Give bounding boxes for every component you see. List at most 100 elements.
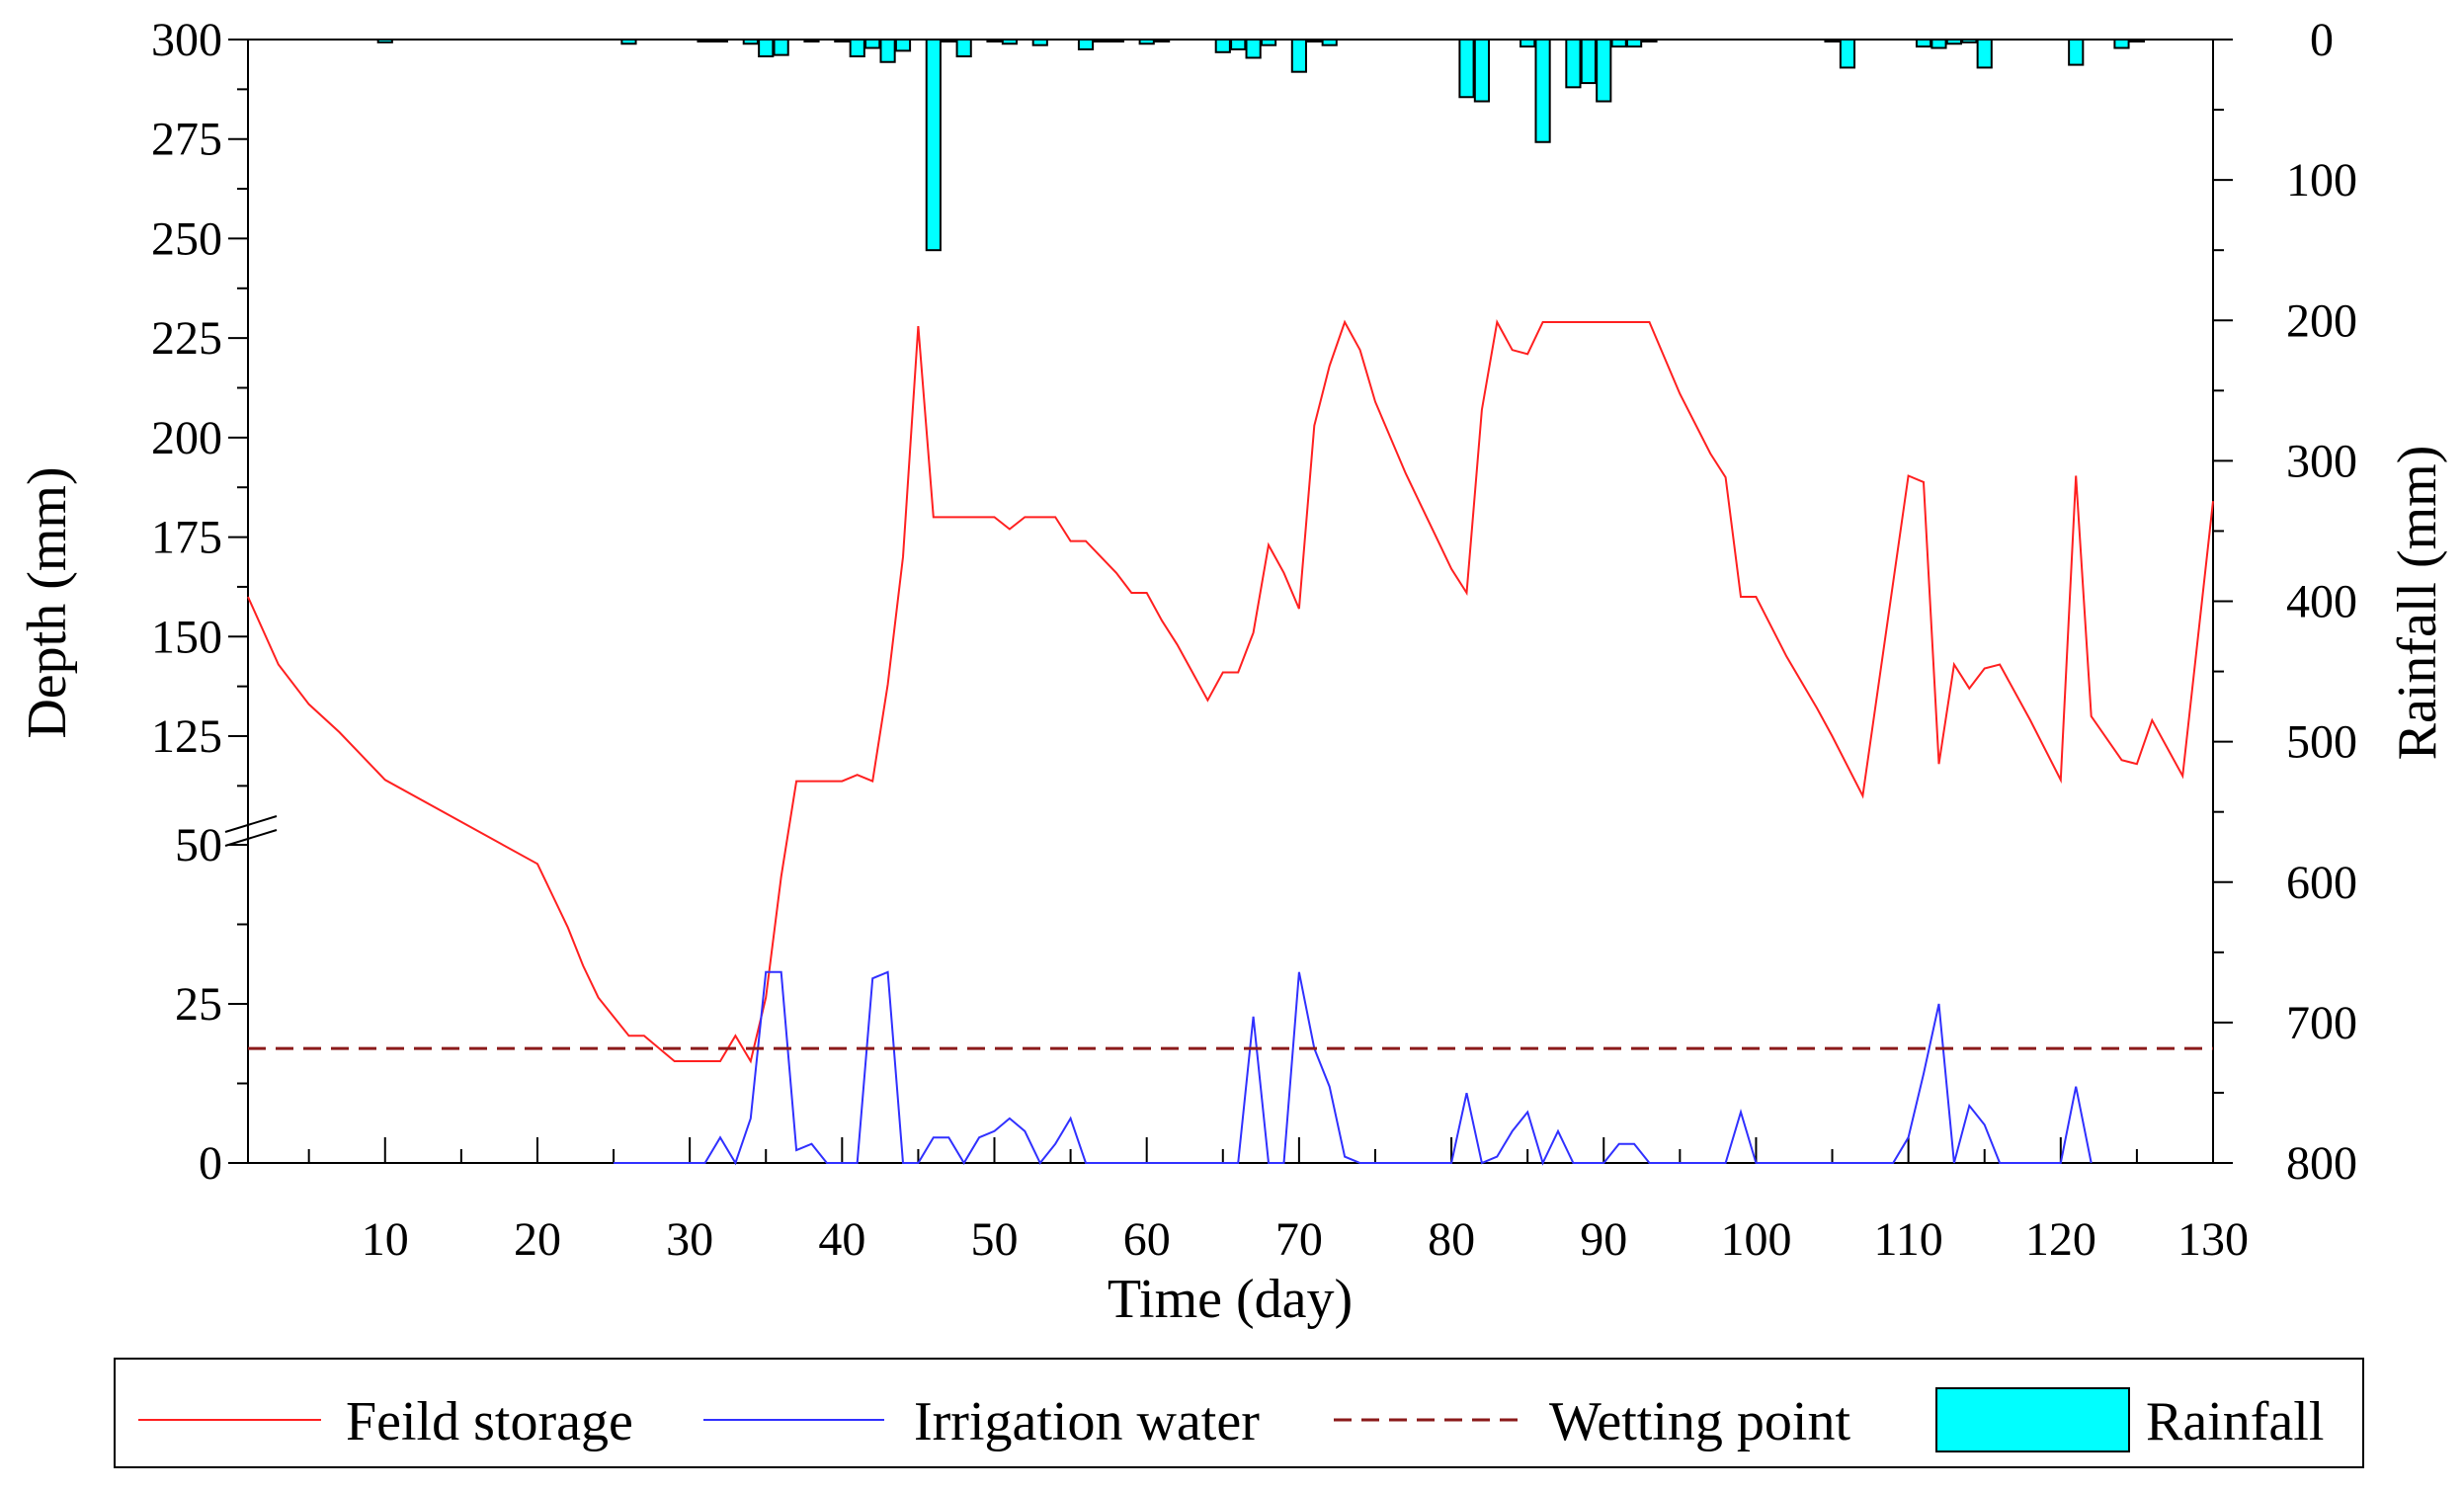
rainfall-bar	[1473, 39, 1490, 103]
rainfall-bar	[925, 39, 942, 252]
rainfall-bar	[1001, 39, 1019, 45]
line-series	[247, 319, 2214, 1166]
rainfall-bar	[955, 39, 972, 58]
rainfall-bar	[711, 39, 729, 42]
rainfall-bar	[758, 39, 775, 58]
y-left-tick-label: 0	[199, 1137, 222, 1190]
rainfall-bar	[376, 39, 393, 43]
y-axis-title-left: Depth (mm)	[17, 466, 78, 738]
y-right-tick-label: 800	[2286, 1137, 2357, 1190]
rainfall-bar	[1596, 39, 1612, 103]
x-tick-label: 60	[1123, 1213, 1171, 1266]
rainfall-bar	[803, 39, 820, 42]
rainfall-bar	[1641, 39, 1658, 42]
rainfall-bar	[1565, 39, 1582, 89]
rainfall-bar	[697, 39, 713, 42]
series-line-feild-storage	[247, 319, 2214, 1064]
legend-swatch-rainfall	[1935, 1387, 2130, 1452]
rainfall-bar	[941, 39, 957, 42]
rainfall-bar	[1534, 39, 1551, 143]
rainfall-bar	[1610, 39, 1627, 48]
x-tick-label: 80	[1428, 1213, 1475, 1266]
rainfall-bar	[2128, 39, 2145, 42]
y-left-tick-label: 275	[151, 114, 222, 166]
axis-break-marker	[224, 815, 278, 847]
rainfall-bar	[894, 39, 912, 52]
x-tick-label: 30	[666, 1213, 713, 1266]
rainfall-bar	[1976, 39, 1993, 69]
rainfall-bar	[1154, 39, 1171, 42]
rainfall-bar	[1519, 39, 1536, 48]
rainfall-bar	[1915, 39, 1932, 48]
y-right-tick-label: 0	[2310, 14, 2334, 66]
rainfall-bar	[1031, 39, 1048, 46]
y-left-tick-label: 250	[151, 212, 222, 265]
rainfall-bar	[1260, 39, 1277, 46]
x-tick-label: 120	[2025, 1213, 2096, 1266]
y-right-tick-label: 400	[2286, 576, 2357, 628]
y-right-tick-label: 600	[2286, 857, 2357, 909]
x-tick-label: 50	[971, 1213, 1019, 1266]
y-left-tick-label: 125	[151, 710, 222, 763]
x-axis-title: Time (day)	[1108, 1269, 1353, 1330]
rainfall-bar	[1093, 39, 1109, 42]
rainfall-bar	[1945, 39, 1962, 45]
y-left-tick-label: 25	[175, 978, 222, 1031]
y-right-tick-label: 300	[2286, 435, 2357, 487]
legend-label-rainfall: Rainfall	[2146, 1391, 2324, 1452]
tick-labels: 10 20 30 40 50 60 70 80 90 100 110 120 130 0 25 50 125 15…	[151, 14, 2357, 1266]
rainfall-bar	[1321, 39, 1338, 46]
y-left-tick-label: 300	[151, 14, 222, 66]
rainfall-bar	[1245, 39, 1262, 59]
rainfall-bars	[376, 39, 2145, 252]
x-tick-label: 90	[1580, 1213, 1627, 1266]
rainfall-bar	[1458, 39, 1475, 99]
y-right-tick-label: 700	[2286, 997, 2357, 1049]
y-left-tick-label: 225	[151, 312, 222, 365]
rainfall-bar	[1306, 39, 1323, 42]
axis-ticks	[228, 39, 2233, 1164]
x-tick-label: 110	[1874, 1213, 1943, 1266]
rainfall-bar	[1930, 39, 1947, 49]
rainfall-bar	[834, 39, 851, 42]
rainfall-bar	[986, 39, 1003, 42]
rainfall-bar	[879, 39, 896, 63]
rainfall-bar	[849, 39, 865, 58]
rainfall-bar	[1214, 39, 1231, 53]
plot-frame	[247, 39, 2214, 1164]
y-axis-title-right: Rainfall (mm)	[2387, 446, 2448, 761]
rainfall-bar	[1824, 39, 1841, 42]
legend-label-wetting-point: Wetting point	[1549, 1391, 1850, 1452]
legend-label-irrigation-water: Irrigation water	[914, 1391, 1260, 1452]
legend: Feild storage Irrigation water Wetting p…	[114, 1358, 2364, 1468]
y-right-tick-label: 200	[2286, 294, 2357, 347]
rainfall-bar	[2113, 39, 2130, 49]
x-tick-label: 100	[1720, 1213, 1791, 1266]
legend-label-feild-storage: Feild storage	[346, 1391, 633, 1452]
y-right-tick-label: 100	[2286, 154, 2357, 207]
rainfall-bar	[1230, 39, 1247, 50]
rainfall-bar	[864, 39, 881, 49]
rainfall-bar	[773, 39, 789, 56]
rainfall-bar	[1077, 39, 1095, 50]
y-left-tick-label: 150	[151, 611, 222, 663]
y-left-tick-label: 175	[151, 512, 222, 564]
x-tick-label: 40	[818, 1213, 865, 1266]
rainfall-bar	[1580, 39, 1597, 85]
rainfall-bar	[1138, 39, 1155, 45]
rainfall-bar	[2068, 39, 2085, 66]
y-left-tick-label: 200	[151, 412, 222, 464]
rainfall-bar	[1290, 39, 1307, 73]
x-tick-label: 70	[1275, 1213, 1323, 1266]
x-tick-label: 130	[2177, 1213, 2249, 1266]
y-right-tick-label: 500	[2286, 716, 2357, 769]
rainfall-bar	[1961, 39, 1978, 43]
rainfall-bar	[620, 39, 637, 45]
rainfall-bar	[1108, 39, 1124, 42]
series-line-irrigation-water	[614, 970, 2093, 1166]
x-tick-label: 10	[362, 1213, 409, 1266]
rainfall-bar	[742, 39, 759, 45]
x-tick-label: 20	[514, 1213, 561, 1266]
rainfall-bar	[1626, 39, 1643, 48]
